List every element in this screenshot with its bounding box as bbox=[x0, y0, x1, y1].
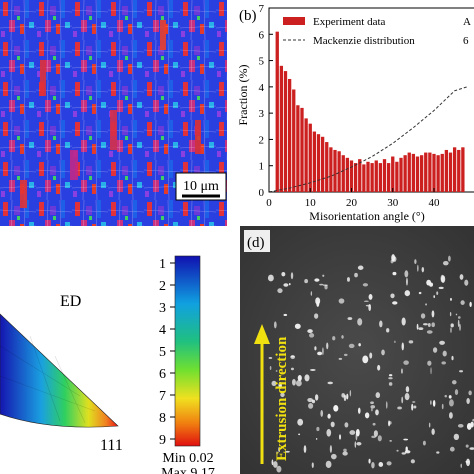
histogram-bar bbox=[296, 105, 300, 192]
panel-b-label: (b) bbox=[239, 8, 257, 24]
histogram-bar bbox=[415, 156, 420, 192]
histogram-bar bbox=[444, 149, 449, 192]
x-tick-label: 0 bbox=[266, 197, 272, 209]
histogram-bar bbox=[308, 123, 312, 192]
legend-experiment-label: Experiment data bbox=[313, 16, 386, 28]
histogram-bar bbox=[370, 163, 374, 192]
histogram-bar bbox=[312, 131, 317, 192]
y-tick-label: 3 bbox=[259, 108, 265, 120]
histogram-bar bbox=[329, 147, 333, 192]
x-tick-label: 30 bbox=[387, 197, 399, 209]
x-tick-label: 40 bbox=[429, 197, 441, 209]
histogram-bar bbox=[353, 163, 358, 192]
right-edge-text-2: 6 bbox=[463, 35, 469, 47]
colorbar-tick-label: 4 bbox=[159, 323, 166, 338]
mackenzie-curve bbox=[268, 86, 468, 193]
ipf-triangle bbox=[0, 313, 119, 428]
extrusion-direction-label: Extrusion direction bbox=[274, 336, 290, 461]
colorbar-min-label: Min 0.02 bbox=[162, 451, 213, 466]
histogram-bar bbox=[345, 157, 350, 192]
histogram-bar bbox=[349, 160, 354, 192]
ebsd-map-panel: 10 μm bbox=[0, 0, 227, 226]
y-tick-label: 4 bbox=[259, 82, 265, 94]
histogram-bar bbox=[320, 136, 325, 192]
sem-panel: (d) Extrusion direction bbox=[240, 226, 474, 474]
histogram-bar bbox=[304, 118, 308, 192]
legend-swatch-experiment bbox=[283, 17, 305, 25]
histogram-bar bbox=[411, 153, 416, 192]
ipf-corner-111-label: 111 bbox=[100, 437, 123, 454]
histogram-bar bbox=[407, 152, 411, 192]
histogram-bar bbox=[337, 151, 341, 192]
y-tick-label: 0 bbox=[259, 187, 265, 199]
histogram-bar bbox=[275, 31, 279, 193]
y-tick-label: 5 bbox=[259, 56, 265, 68]
histogram-bar bbox=[283, 71, 288, 192]
histogram-bar bbox=[457, 149, 461, 192]
colorbar bbox=[174, 255, 201, 447]
y-tick-label: 2 bbox=[259, 134, 265, 146]
histogram-bar bbox=[461, 147, 465, 192]
histogram-bar bbox=[386, 163, 391, 192]
scale-bar-label: 10 μm bbox=[183, 179, 219, 194]
colorbar-ticks: 1 2 3 4 5 6 7 8 9 bbox=[159, 257, 175, 448]
histogram-bar bbox=[428, 152, 432, 192]
panel-d-label-box bbox=[244, 230, 270, 252]
colorbar-tick-label: 1 bbox=[159, 257, 166, 272]
y-tick-label: 1 bbox=[259, 161, 265, 173]
histogram-bar bbox=[366, 161, 370, 192]
sem-image: (d) Extrusion direction bbox=[240, 226, 474, 474]
histogram-bar bbox=[300, 107, 304, 192]
panel-d-label: (d) bbox=[247, 235, 265, 251]
histogram-bar bbox=[362, 164, 366, 192]
colorbar-tick-label: 9 bbox=[159, 433, 166, 448]
colorbar-tick-label: 7 bbox=[159, 389, 166, 404]
misorientation-chart-panel: (b) Fraction (%) Misorientation angle (°… bbox=[227, 0, 474, 226]
histogram-bar bbox=[395, 161, 399, 192]
colorbar-tick-label: 6 bbox=[159, 367, 166, 382]
histogram-bar bbox=[382, 159, 387, 192]
colorbar-tick-label: 2 bbox=[159, 279, 166, 294]
ipf-figure: ED 111 1 2 3 4 5 6 7 8 9 Min 0.02 Max 9.17 bbox=[0, 255, 215, 474]
ebsd-orientation-map: 10 μm bbox=[0, 0, 227, 226]
misorientation-chart: (b) Fraction (%) Misorientation angle (°… bbox=[236, 3, 474, 223]
colorbar-tick-label: 3 bbox=[159, 301, 166, 316]
extrusion-arrow-head bbox=[254, 324, 270, 344]
legend-mackenzie-label: Mackenzie distribution bbox=[313, 35, 415, 47]
histogram-bar bbox=[436, 155, 440, 192]
right-edge-text-1: A bbox=[463, 16, 471, 28]
histogram-bar bbox=[399, 157, 403, 192]
histogram-bar bbox=[391, 156, 395, 192]
y-tick-label: 6 bbox=[259, 29, 265, 41]
histogram-bar bbox=[432, 153, 436, 192]
histogram-bar bbox=[374, 160, 378, 192]
ipf-panel: ED 111 1 2 3 4 5 6 7 8 9 Min 0.02 Max 9.17 bbox=[0, 226, 240, 474]
x-tick-label: 10 bbox=[305, 197, 317, 209]
colorbar-tick-label: 5 bbox=[159, 345, 166, 360]
histogram-bar bbox=[440, 153, 444, 192]
ed-label: ED bbox=[60, 293, 81, 310]
histogram-bar bbox=[325, 142, 329, 192]
colorbar-max-label: Max 9.17 bbox=[161, 466, 215, 474]
histogram-bar bbox=[403, 155, 407, 192]
colorbar-tick-label: 8 bbox=[159, 411, 166, 426]
histogram-bar bbox=[292, 89, 296, 192]
histogram-bar bbox=[419, 155, 424, 192]
histogram-bar bbox=[424, 152, 428, 192]
y-axis-label: Fraction (%) bbox=[236, 65, 250, 126]
x-tick-label: 20 bbox=[346, 197, 358, 209]
x-axis-label: Misorientation angle (°) bbox=[309, 209, 424, 223]
histogram-bar bbox=[341, 155, 345, 192]
histogram-bar bbox=[358, 159, 362, 192]
y-tick-label: 7 bbox=[259, 3, 265, 15]
histogram-bar bbox=[316, 134, 321, 192]
histogram-bar bbox=[287, 78, 292, 192]
histogram-bar bbox=[378, 163, 383, 192]
histogram-bar bbox=[279, 65, 284, 192]
histogram-bar bbox=[452, 147, 457, 192]
histogram-bar bbox=[448, 152, 453, 192]
histogram-bar bbox=[333, 149, 337, 192]
